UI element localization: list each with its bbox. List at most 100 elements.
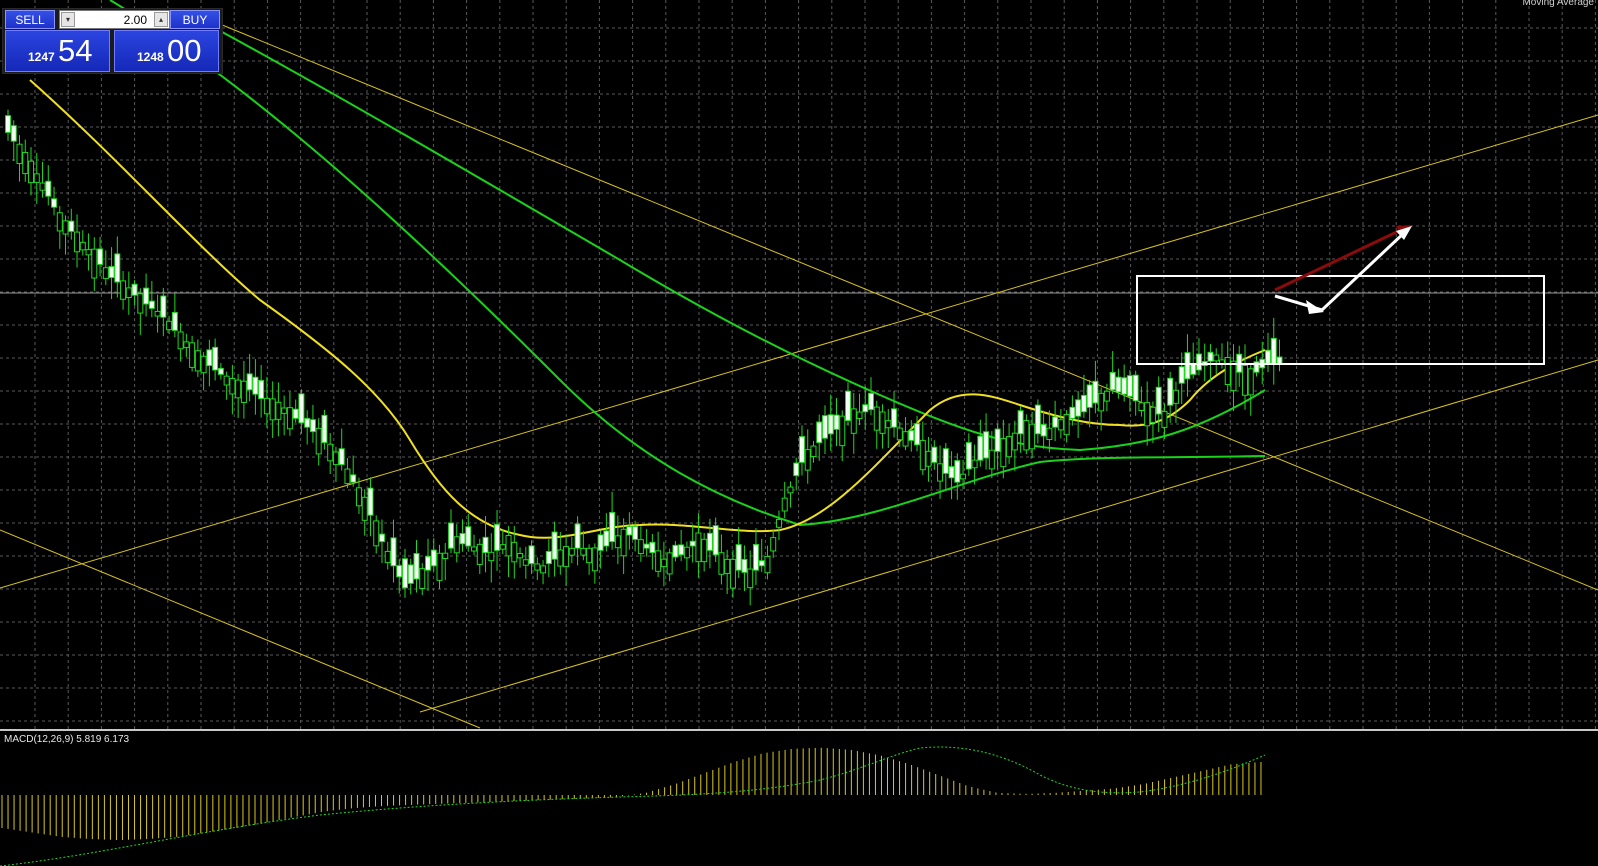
candle-body (1121, 377, 1128, 395)
candle-body (51, 198, 58, 208)
candle-body (528, 545, 535, 565)
volume-increase-button[interactable]: ▴ (154, 12, 168, 27)
candle-body (28, 160, 35, 184)
candle-body (459, 532, 466, 545)
candle-body (971, 459, 978, 469)
candle-body (430, 549, 437, 567)
candle-body (954, 460, 961, 483)
candle-body (609, 511, 616, 543)
candle-body (632, 525, 639, 540)
candle-body (401, 558, 408, 589)
candle-body (965, 442, 972, 470)
candle-body (465, 526, 472, 547)
candle-body (5, 115, 11, 133)
candle-body (425, 555, 431, 571)
candle-body (729, 558, 736, 589)
candle-body (1052, 416, 1059, 428)
candle-body (603, 530, 610, 547)
candle-body (724, 558, 731, 574)
candle-body (873, 406, 880, 431)
candle-body (902, 431, 909, 447)
candle-body (309, 419, 316, 433)
candle-body (937, 463, 944, 482)
candle-body (1075, 399, 1082, 417)
candle-body (482, 536, 489, 554)
candle-body (931, 446, 938, 463)
candle-body (200, 355, 207, 374)
candle-body (637, 539, 644, 555)
candle-body (154, 310, 161, 317)
candle-body (378, 533, 385, 543)
candle-body (315, 427, 322, 455)
candle-body (1063, 414, 1070, 436)
candle-body (574, 523, 581, 549)
candle-body (1184, 352, 1191, 380)
trendline-descending-upper[interactable] (214, 21, 1598, 591)
candle-body (91, 248, 98, 279)
candle-body (1011, 432, 1018, 451)
candle-body (223, 375, 230, 386)
candle-body (338, 448, 345, 466)
candle-body (706, 532, 713, 551)
candle-body (355, 487, 362, 507)
candle-body (666, 552, 673, 575)
candle-body (804, 449, 811, 471)
trendline-channel-upper[interactable] (0, 114, 1598, 589)
candle-body (1132, 374, 1139, 402)
candle-body (16, 143, 23, 165)
buy-button[interactable]: BUY (170, 10, 220, 29)
candle-body (183, 341, 190, 349)
candle-body (505, 534, 512, 557)
candle-body (1178, 366, 1185, 384)
candle-body (74, 231, 81, 253)
candle-body (1115, 376, 1122, 393)
candle-body (816, 421, 823, 444)
macd-indicator-label: MACD(12,26,9) 5.819 6.173 (4, 734, 130, 745)
candle-body (1265, 349, 1271, 364)
candle-body (983, 431, 990, 459)
candle-body (960, 473, 967, 480)
candle-body (580, 547, 587, 556)
moving-average-mid (199, 19, 1266, 452)
candle-body (131, 283, 138, 296)
candle-body (695, 532, 702, 563)
sell-price-button[interactable]: 1247 54 (5, 30, 110, 72)
candle-body (171, 311, 178, 331)
arrow-red-line[interactable] (1274, 226, 1406, 292)
candle-body (1195, 353, 1202, 371)
candle-body (235, 379, 242, 399)
candle-body (885, 420, 892, 429)
candle-body (448, 522, 455, 549)
sell-button[interactable]: SELL (5, 10, 55, 29)
candle-body (810, 445, 817, 458)
candle-body (396, 565, 403, 578)
candle-body (148, 300, 155, 309)
candle-body (1046, 427, 1053, 440)
candle-body (68, 220, 75, 232)
buy-price-button[interactable]: 1248 00 (114, 30, 219, 72)
volume-input[interactable] (78, 11, 151, 28)
volume-decrease-button[interactable]: ▾ (61, 12, 75, 27)
candle-body (1069, 406, 1076, 419)
candle-body (1224, 356, 1231, 386)
trendline-channel-lower[interactable] (419, 359, 1598, 713)
trendline-descending-lower[interactable] (0, 529, 481, 729)
candle-body (1023, 420, 1030, 451)
candle-body (189, 342, 196, 368)
candle-body (914, 423, 921, 446)
moving-average-fast (29, 79, 1266, 539)
forecast-arrows (1274, 225, 1412, 314)
candle-body (1000, 438, 1007, 468)
candle-body (764, 556, 771, 574)
arrow-white-path[interactable] (1274, 230, 1407, 312)
candle-body (143, 287, 150, 305)
candle-body (597, 534, 604, 551)
candle-body (321, 414, 328, 444)
trendlines (0, 21, 1598, 729)
candle-body (994, 428, 1001, 452)
candle-body (1207, 351, 1214, 362)
candle-body (1149, 406, 1156, 423)
candle-body (821, 415, 828, 439)
highlight-rectangle[interactable] (1136, 275, 1545, 365)
